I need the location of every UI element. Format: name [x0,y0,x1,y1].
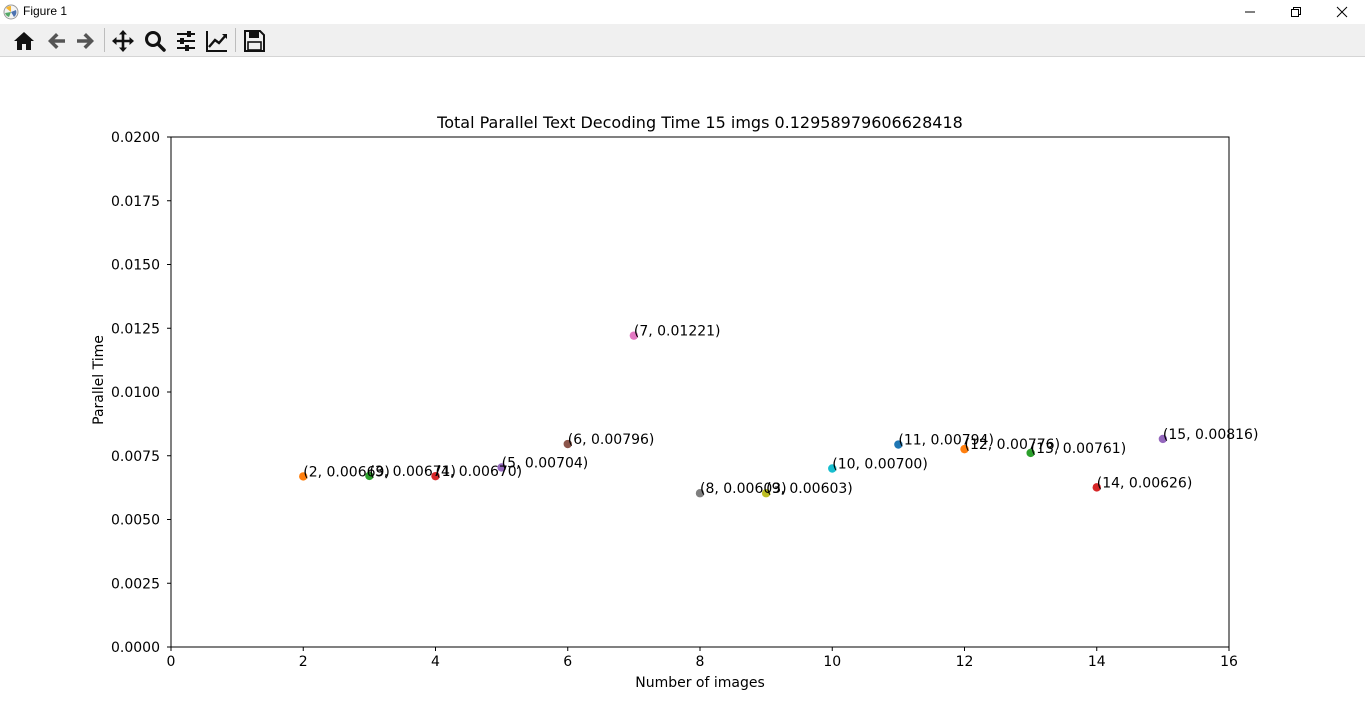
plot-frame [170,136,1230,648]
data-point [960,444,969,454]
data-point [365,471,374,481]
forward-button[interactable] [72,27,100,55]
data-point-label: (7, 0.01221) [634,324,721,340]
home-icon [14,32,34,50]
y-tick-label: 0.0150 [111,258,160,274]
y-tick-label: 0.0125 [111,321,160,337]
zoom-magnifier-icon [145,31,166,52]
configure-subplots-button[interactable] [172,27,200,55]
subplots-sliders-icon [177,31,195,51]
data-point-label: (12, 0.00776) [965,437,1061,453]
data-point [431,471,440,481]
data-point-label: (13, 0.00761) [1031,441,1127,457]
data-point [1158,434,1168,444]
data-point [497,463,506,472]
edit-axis-curve-icon [206,31,227,52]
x-tick-label: 14 [1088,654,1106,670]
home-button[interactable] [10,27,38,55]
data-point-label: (6, 0.00796) [568,432,655,448]
restore-icon [1291,7,1301,17]
data-point [1092,483,1101,492]
matplotlib-logo-icon [3,4,19,20]
data-point-label: (11, 0.00794) [898,433,994,449]
save-floppy-icon [244,30,265,52]
window-title: Figure 1 [23,4,68,18]
toolbar-separator [235,28,236,52]
zoom-button[interactable] [141,27,169,55]
back-button[interactable] [42,27,70,55]
pan-move-icon [112,30,134,52]
data-point-label: (2, 0.00669) [303,464,390,480]
forward-arrow-icon [77,33,94,49]
y-tick-label: 0.0025 [111,576,160,592]
save-figure-button[interactable] [240,27,268,55]
y-axis-label: Parallel Time [91,335,107,425]
data-point-label: (10, 0.00700) [832,457,928,473]
data-point-label: (15, 0.00816) [1163,427,1259,443]
close-button[interactable] [1319,0,1365,24]
pan-button[interactable] [109,27,137,55]
x-tick-label: 0 [167,654,176,670]
data-point-label: (8, 0.00603) [700,481,787,497]
data-point-label: (3, 0.00671) [369,464,456,480]
x-tick-label: 8 [696,654,705,670]
data-point-label: (5, 0.00704) [502,455,589,471]
x-axis-label: Number of images [635,675,765,691]
minimize-button[interactable] [1227,0,1273,24]
minimize-icon [1245,11,1255,13]
toolbar-separator [104,28,105,52]
y-tick-label: 0.0000 [111,640,160,656]
x-tick-label: 4 [431,654,440,670]
data-point-label: (4, 0.00670) [436,464,523,480]
y-tick-label: 0.0050 [111,513,160,529]
y-tick-label: 0.0100 [111,385,160,401]
y-tick-label: 0.0075 [111,449,160,465]
chart-title: Total Parallel Text Decoding Time 15 img… [436,113,963,132]
y-tick-label: 0.0175 [111,194,160,210]
x-tick-label: 16 [1220,654,1238,670]
data-point [695,489,705,498]
x-tick-label: 2 [299,654,308,670]
data-point [1026,448,1035,458]
data-point-label: (9, 0.00603) [766,481,853,497]
restore-button[interactable] [1273,0,1319,24]
x-tick-label: 10 [823,654,841,670]
window-titlebar: Figure 1 [0,0,1365,24]
y-tick-label: 0.0200 [111,130,160,146]
data-point-label: (14, 0.00626) [1097,475,1193,491]
data-point [828,464,837,473]
data-point [761,489,771,498]
x-tick-label: 6 [563,654,572,670]
data-point [563,439,572,449]
data-point [894,440,903,449]
data-point [629,331,639,340]
scatter-chart: Total Parallel Text Decoding Time 15 img… [91,113,1259,691]
close-icon [1336,6,1348,18]
back-arrow-icon [48,33,65,49]
data-point [299,472,308,481]
edit-axis-button[interactable] [203,27,231,55]
x-tick-label: 12 [956,654,974,670]
figure-canvas [0,57,1365,715]
navigation-toolbar [0,24,1365,57]
